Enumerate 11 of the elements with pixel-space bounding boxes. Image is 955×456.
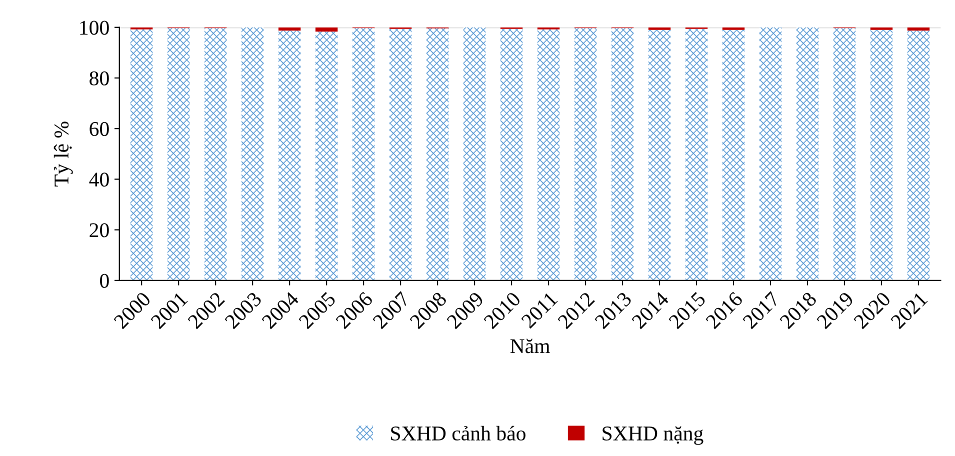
legend-label: SXHD cảnh báo <box>391 426 526 441</box>
y-tick-label: 0 <box>100 274 109 288</box>
y-tick-label: 80 <box>90 71 109 86</box>
x-tick-label: 2011 <box>520 291 558 329</box>
legend-label: SXHD nặng <box>602 426 704 445</box>
y-tick-label: 20 <box>90 223 109 238</box>
y-tick-label: 60 <box>90 122 109 136</box>
x-axis-title: Năm <box>510 338 550 354</box>
y-axis-title: Tỷ lệ % <box>54 122 73 186</box>
y-tick-label: 100 <box>80 20 109 35</box>
y-tick-label: 40 <box>89 172 109 187</box>
